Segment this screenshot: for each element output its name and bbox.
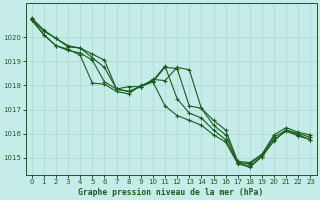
X-axis label: Graphe pression niveau de la mer (hPa): Graphe pression niveau de la mer (hPa) xyxy=(78,188,264,197)
